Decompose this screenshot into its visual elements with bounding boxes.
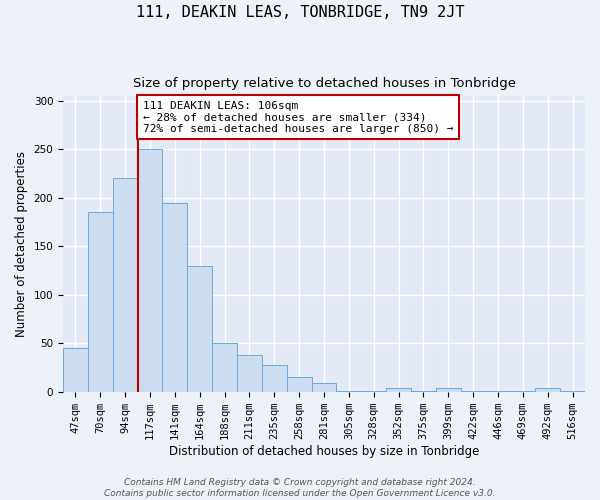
Text: 111, DEAKIN LEAS, TONBRIDGE, TN9 2JT: 111, DEAKIN LEAS, TONBRIDGE, TN9 2JT: [136, 5, 464, 20]
Bar: [187, 266, 212, 392]
Bar: [163, 202, 187, 392]
X-axis label: Distribution of detached houses by size in Tonbridge: Distribution of detached houses by size …: [169, 444, 479, 458]
Bar: [311, 383, 337, 392]
Bar: [63, 348, 88, 392]
Title: Size of property relative to detached houses in Tonbridge: Size of property relative to detached ho…: [133, 78, 515, 90]
Bar: [436, 388, 461, 392]
Bar: [485, 391, 511, 392]
Bar: [287, 377, 311, 392]
Bar: [262, 364, 287, 392]
Bar: [88, 212, 113, 392]
Bar: [411, 391, 436, 392]
Bar: [337, 391, 361, 392]
Text: 111 DEAKIN LEAS: 106sqm
← 28% of detached houses are smaller (334)
72% of semi-d: 111 DEAKIN LEAS: 106sqm ← 28% of detache…: [143, 100, 453, 134]
Bar: [212, 343, 237, 392]
Bar: [511, 391, 535, 392]
Bar: [237, 355, 262, 392]
Y-axis label: Number of detached properties: Number of detached properties: [15, 151, 28, 337]
Bar: [361, 391, 386, 392]
Bar: [386, 388, 411, 392]
Bar: [535, 388, 560, 392]
Bar: [560, 391, 585, 392]
Text: Contains HM Land Registry data © Crown copyright and database right 2024.
Contai: Contains HM Land Registry data © Crown c…: [104, 478, 496, 498]
Bar: [113, 178, 137, 392]
Bar: [461, 391, 485, 392]
Bar: [137, 149, 163, 392]
